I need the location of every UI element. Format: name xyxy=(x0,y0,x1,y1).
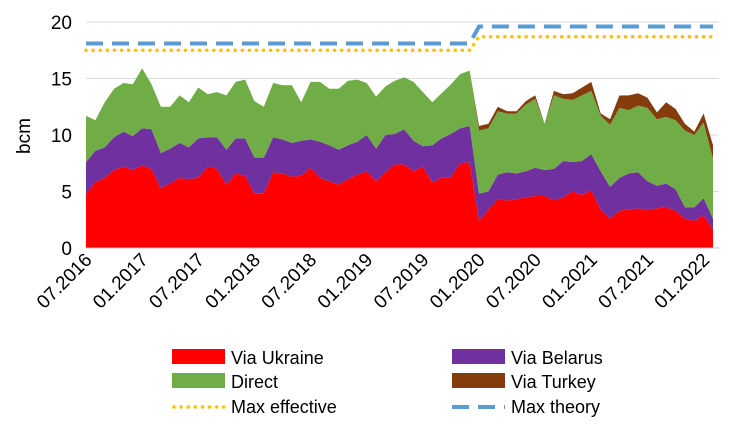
y-tick-label: 10 xyxy=(51,126,72,147)
legend-label-max-theory: Max theory xyxy=(511,397,600,417)
x-tick-label: 01.2017 xyxy=(89,250,152,313)
legend-label-via-belarus: Via Belarus xyxy=(511,348,603,368)
stacked-areas xyxy=(86,68,713,248)
area-direct xyxy=(86,68,713,219)
area-via-belarus xyxy=(86,126,713,230)
y-tick-label: 20 xyxy=(51,13,72,34)
legend-label-direct: Direct xyxy=(231,372,278,392)
area-via-ukraine xyxy=(86,162,713,248)
legend-swatch-direct xyxy=(172,373,225,388)
y-tick-label: 15 xyxy=(51,70,72,91)
x-tick-label: 07.2017 xyxy=(145,250,208,313)
x-tick-label: 01.2022 xyxy=(651,250,714,313)
x-tick-label: 07.2021 xyxy=(595,250,658,313)
x-tick-label: 01.2019 xyxy=(314,250,377,313)
x-tick-label: 07.2019 xyxy=(370,250,433,313)
x-tick-label: 01.2021 xyxy=(538,250,601,313)
legend-swatch-via-belarus xyxy=(452,349,505,364)
x-tick-label: 01.2018 xyxy=(202,250,265,313)
legend-swatch-via-ukraine xyxy=(172,349,225,364)
legend: Via Ukraine Via Belarus Direct Via Turkey Ma… xyxy=(172,348,603,417)
x-tick-label: 01.2020 xyxy=(426,250,489,313)
y-axis-title: bcm xyxy=(14,118,35,154)
legend-label-via-ukraine: Via Ukraine xyxy=(231,348,324,368)
y-tick-label: 5 xyxy=(61,183,72,204)
line-max-effective xyxy=(84,34,715,53)
line-max-theory xyxy=(86,24,713,46)
legend-label-max-effective: Max effective xyxy=(231,397,337,417)
legend-label-via-turkey: Via Turkey xyxy=(511,372,596,392)
y-tick-label: 0 xyxy=(61,239,72,260)
legend-swatch-via-turkey xyxy=(452,373,505,388)
capacity-lines xyxy=(84,24,715,53)
x-tick-label: 07.2020 xyxy=(482,250,545,313)
x-tick-label: 07.2018 xyxy=(258,250,321,313)
